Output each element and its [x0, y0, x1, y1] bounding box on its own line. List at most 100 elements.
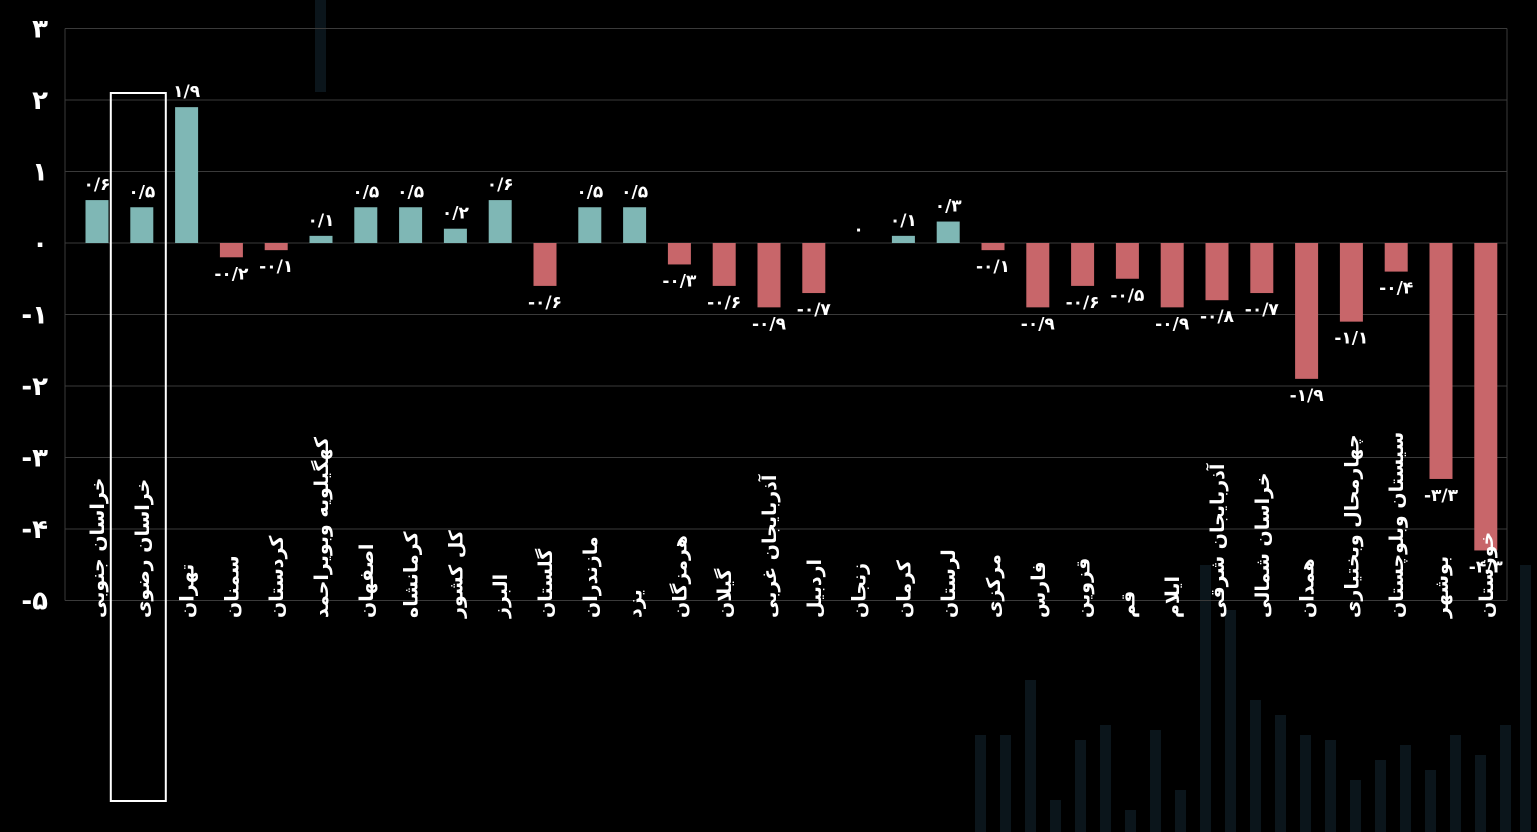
- watermark-bar: [1250, 700, 1261, 832]
- value-label: ۰: [853, 220, 863, 240]
- category-label: قم: [1117, 591, 1139, 618]
- watermark-bar: [1325, 740, 1336, 832]
- bar: [354, 207, 378, 243]
- category-label: کردستان: [266, 535, 288, 618]
- category-label: همدان: [1297, 558, 1319, 618]
- bar: [1071, 243, 1095, 286]
- value-label: ۰/۵: [621, 182, 648, 202]
- category-label: فارس: [1028, 561, 1050, 618]
- bar: [578, 207, 602, 243]
- bar: [1384, 243, 1408, 272]
- bar: [623, 207, 647, 243]
- category-label: چهارمحال وبختیاری: [1341, 434, 1363, 618]
- bar: [1160, 243, 1184, 308]
- bar: [175, 107, 199, 244]
- value-label: ۰/۲: [442, 204, 470, 224]
- grid-lines: [64, 28, 1508, 601]
- y-axis-ticks: ۳ ۲ ۱ ۰ -۱ -۲ -۳ -۴ -۵: [21, 15, 48, 617]
- watermark-bar: [1100, 725, 1111, 832]
- category-label: خوزستان: [1476, 532, 1498, 618]
- category-label: گیلان: [713, 568, 736, 618]
- watermark-bar: [1175, 790, 1186, 832]
- value-label: -۰/۶: [1066, 293, 1100, 313]
- bar: [399, 207, 423, 243]
- category-label: یزد: [625, 589, 647, 618]
- bar: [1474, 243, 1498, 551]
- value-label: -۰/۲: [214, 264, 249, 284]
- category-label: البرز: [490, 574, 512, 619]
- value-label: -۰/۸: [1200, 307, 1235, 327]
- category-label: خراسان شمالی: [1252, 472, 1274, 618]
- bar: [130, 207, 154, 243]
- category-label: تهران: [177, 564, 199, 618]
- value-label: ۰/۵: [352, 182, 379, 202]
- bar: [1339, 243, 1363, 322]
- category-label: مازندران: [580, 536, 602, 618]
- watermark-bar: [1425, 770, 1436, 832]
- watermark-bar: [1400, 745, 1411, 832]
- background-watermark: [315, 0, 1531, 832]
- y-tick-label: -۲: [21, 372, 48, 402]
- watermark-bar: [1275, 715, 1286, 832]
- value-label: -۰/۴: [1379, 279, 1413, 299]
- value-label: ۰/۶: [84, 175, 111, 195]
- bar: [1115, 243, 1139, 279]
- value-label: -۰/۱: [259, 257, 293, 277]
- bar: [1205, 243, 1229, 301]
- value-label: -۰/۵: [1110, 286, 1144, 306]
- category-label: اصفهان: [356, 544, 378, 618]
- y-tick-label: -۳: [21, 444, 48, 474]
- category-label: خراسان رضوی: [132, 479, 154, 618]
- category-label: بوشهر: [1431, 556, 1453, 619]
- y-tick-label: -۴: [21, 515, 48, 545]
- bar: [667, 243, 691, 265]
- category-label: گلستان: [534, 548, 557, 618]
- watermark-bar: [1125, 810, 1136, 832]
- category-label: اردبیل: [804, 559, 826, 618]
- value-label: -۰/۹: [752, 314, 787, 334]
- watermark-bar: [1225, 610, 1236, 832]
- bar: [1250, 243, 1274, 294]
- value-label: -۰/۶: [707, 293, 741, 313]
- watermark-bar: [1000, 735, 1011, 832]
- bar: [936, 221, 960, 243]
- category-label: سمنان: [221, 555, 243, 618]
- bar: [488, 200, 512, 243]
- bar: [309, 235, 333, 243]
- value-label: ۰/۶: [487, 175, 514, 195]
- watermark-bar: [1200, 565, 1211, 832]
- value-label: -۰/۹: [1155, 314, 1190, 334]
- category-label: سیستان وبلوچستان: [1386, 432, 1408, 618]
- bar: [443, 228, 467, 243]
- category-label: خراسان جنوبی: [87, 478, 109, 618]
- category-label: مرکزی: [983, 554, 1005, 618]
- value-label: -۰/۱: [976, 257, 1010, 277]
- value-label: ۰/۵: [397, 182, 424, 202]
- watermark-bar: [1500, 725, 1511, 832]
- value-label: -۳/۳: [1424, 486, 1459, 506]
- category-label: هرمزگان: [668, 535, 691, 618]
- y-tick-label: ۳: [32, 15, 48, 45]
- bar: [264, 243, 288, 251]
- value-label: -۰/۷: [797, 300, 832, 320]
- category-label: کهگیلویه وبویراحمد: [310, 436, 333, 618]
- watermark-bar: [1075, 740, 1086, 832]
- watermark-bar: [975, 735, 986, 832]
- watermark-bar: [1150, 730, 1161, 832]
- category-label: کرمانشاه: [401, 530, 423, 618]
- value-label: -۰/۷: [1245, 300, 1280, 320]
- watermark-bar: [315, 0, 326, 92]
- category-label: کل کشور: [445, 529, 467, 619]
- watermark-bar: [1025, 680, 1036, 832]
- watermark-bar: [1375, 760, 1386, 832]
- bar: [891, 235, 915, 243]
- y-tick-label: -۱: [21, 301, 48, 331]
- bars: [85, 107, 1498, 551]
- bar: [219, 243, 243, 258]
- value-label: ۰/۵: [576, 182, 603, 202]
- category-label: زنجان: [849, 563, 871, 618]
- value-label: ۰/۱: [890, 211, 917, 231]
- bar: [85, 200, 109, 243]
- value-label: ۰/۳: [935, 197, 963, 217]
- watermark-bar: [1475, 755, 1486, 832]
